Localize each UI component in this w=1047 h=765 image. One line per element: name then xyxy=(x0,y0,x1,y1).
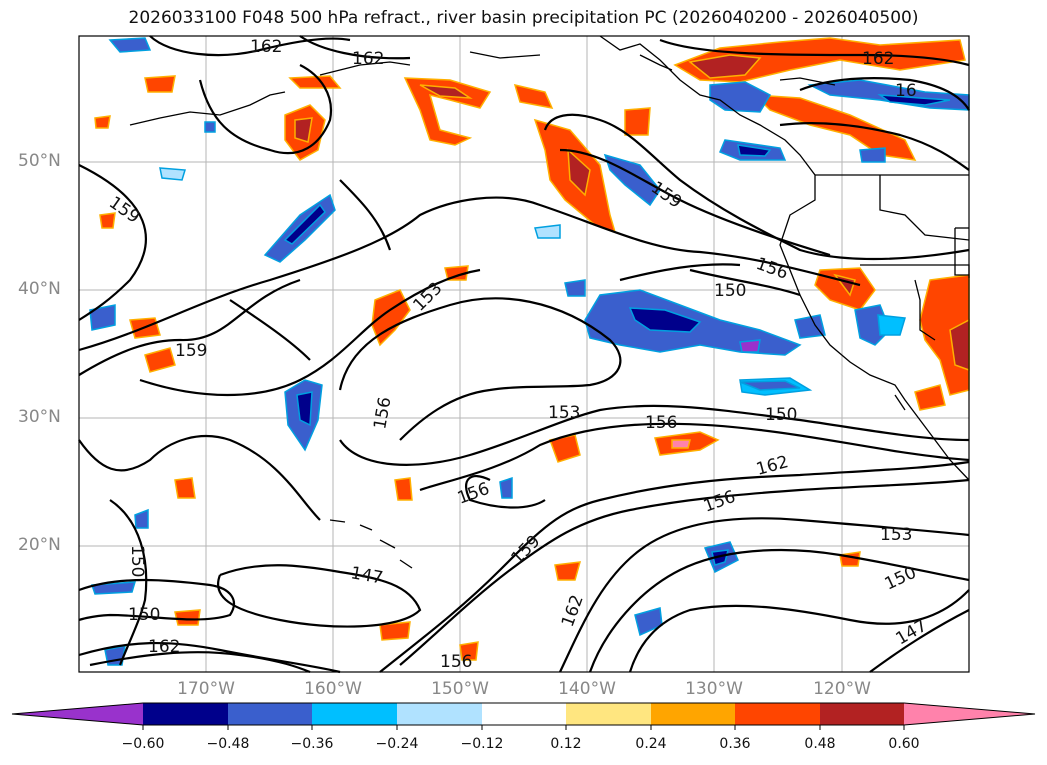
contour-label: 150 xyxy=(128,605,160,625)
colorbar-tick-label: −0.12 xyxy=(460,736,504,752)
colorbar xyxy=(11,702,1036,730)
colorbar-bin xyxy=(228,703,312,725)
lat-tick-label: 50°N xyxy=(18,151,61,171)
colorbar-bin xyxy=(312,703,397,725)
contour-label: 153 xyxy=(548,403,580,423)
lon-tick-label: 150°W xyxy=(431,679,489,699)
lon-tick-label: 140°W xyxy=(558,679,616,699)
colorbar-lower-extension xyxy=(12,703,143,725)
contour-label: 150 xyxy=(714,281,746,301)
contour-label: 150 xyxy=(765,405,797,425)
contour-label: 162 xyxy=(862,49,894,69)
colorbar-tick-label: −0.60 xyxy=(121,736,165,752)
contour-label: 150 xyxy=(127,545,147,577)
colorbar-tick-label: 0.60 xyxy=(888,736,920,752)
contour-label: 162 xyxy=(250,37,282,57)
contour-label: 159 xyxy=(175,341,207,361)
colorbar-bin xyxy=(651,703,735,725)
colorbar-bin xyxy=(820,703,904,725)
lon-tick-label: 120°W xyxy=(813,679,871,699)
contour-label: 162 xyxy=(352,49,384,69)
contour-label: 156 xyxy=(645,413,677,433)
colorbar-bin xyxy=(482,703,566,725)
colorbar-bin xyxy=(566,703,651,725)
lat-tick-label: 20°N xyxy=(18,535,61,555)
map-frame xyxy=(78,35,970,673)
colorbar-tick-label: 0.36 xyxy=(719,736,751,752)
map-title: 2026033100 F048 500 hPa refract., river … xyxy=(128,8,919,28)
colorbar-tick-label: 0.48 xyxy=(804,736,836,752)
refractivity-contours xyxy=(78,35,970,674)
lat-tick-label: 40°N xyxy=(18,279,61,299)
colorbar-tick-label: 0.12 xyxy=(550,736,582,752)
colorbar-bin xyxy=(735,703,820,725)
colorbar-tick-label: −0.48 xyxy=(206,736,250,752)
contour-label: 156 xyxy=(440,652,472,672)
positive-precip-patches xyxy=(94,37,970,661)
colorbar-tick-label: −0.24 xyxy=(375,736,419,752)
contour-label: 16 xyxy=(895,81,917,101)
lat-tick-label: 30°N xyxy=(18,407,61,427)
colorbar-bin xyxy=(397,703,482,725)
lon-tick-label: 160°W xyxy=(304,679,362,699)
lon-tick-label: 130°W xyxy=(685,679,743,699)
colorbar-bin xyxy=(143,703,228,725)
colorbar-tick-label: −0.36 xyxy=(290,736,334,752)
contour-label: 153 xyxy=(880,525,912,545)
contour-label: 162 xyxy=(148,637,180,657)
colorbar-upper-extension xyxy=(904,703,1035,725)
colorbar-tick-label: 0.24 xyxy=(635,736,667,752)
coastlines xyxy=(129,35,970,569)
lon-tick-label: 170°W xyxy=(177,679,235,699)
